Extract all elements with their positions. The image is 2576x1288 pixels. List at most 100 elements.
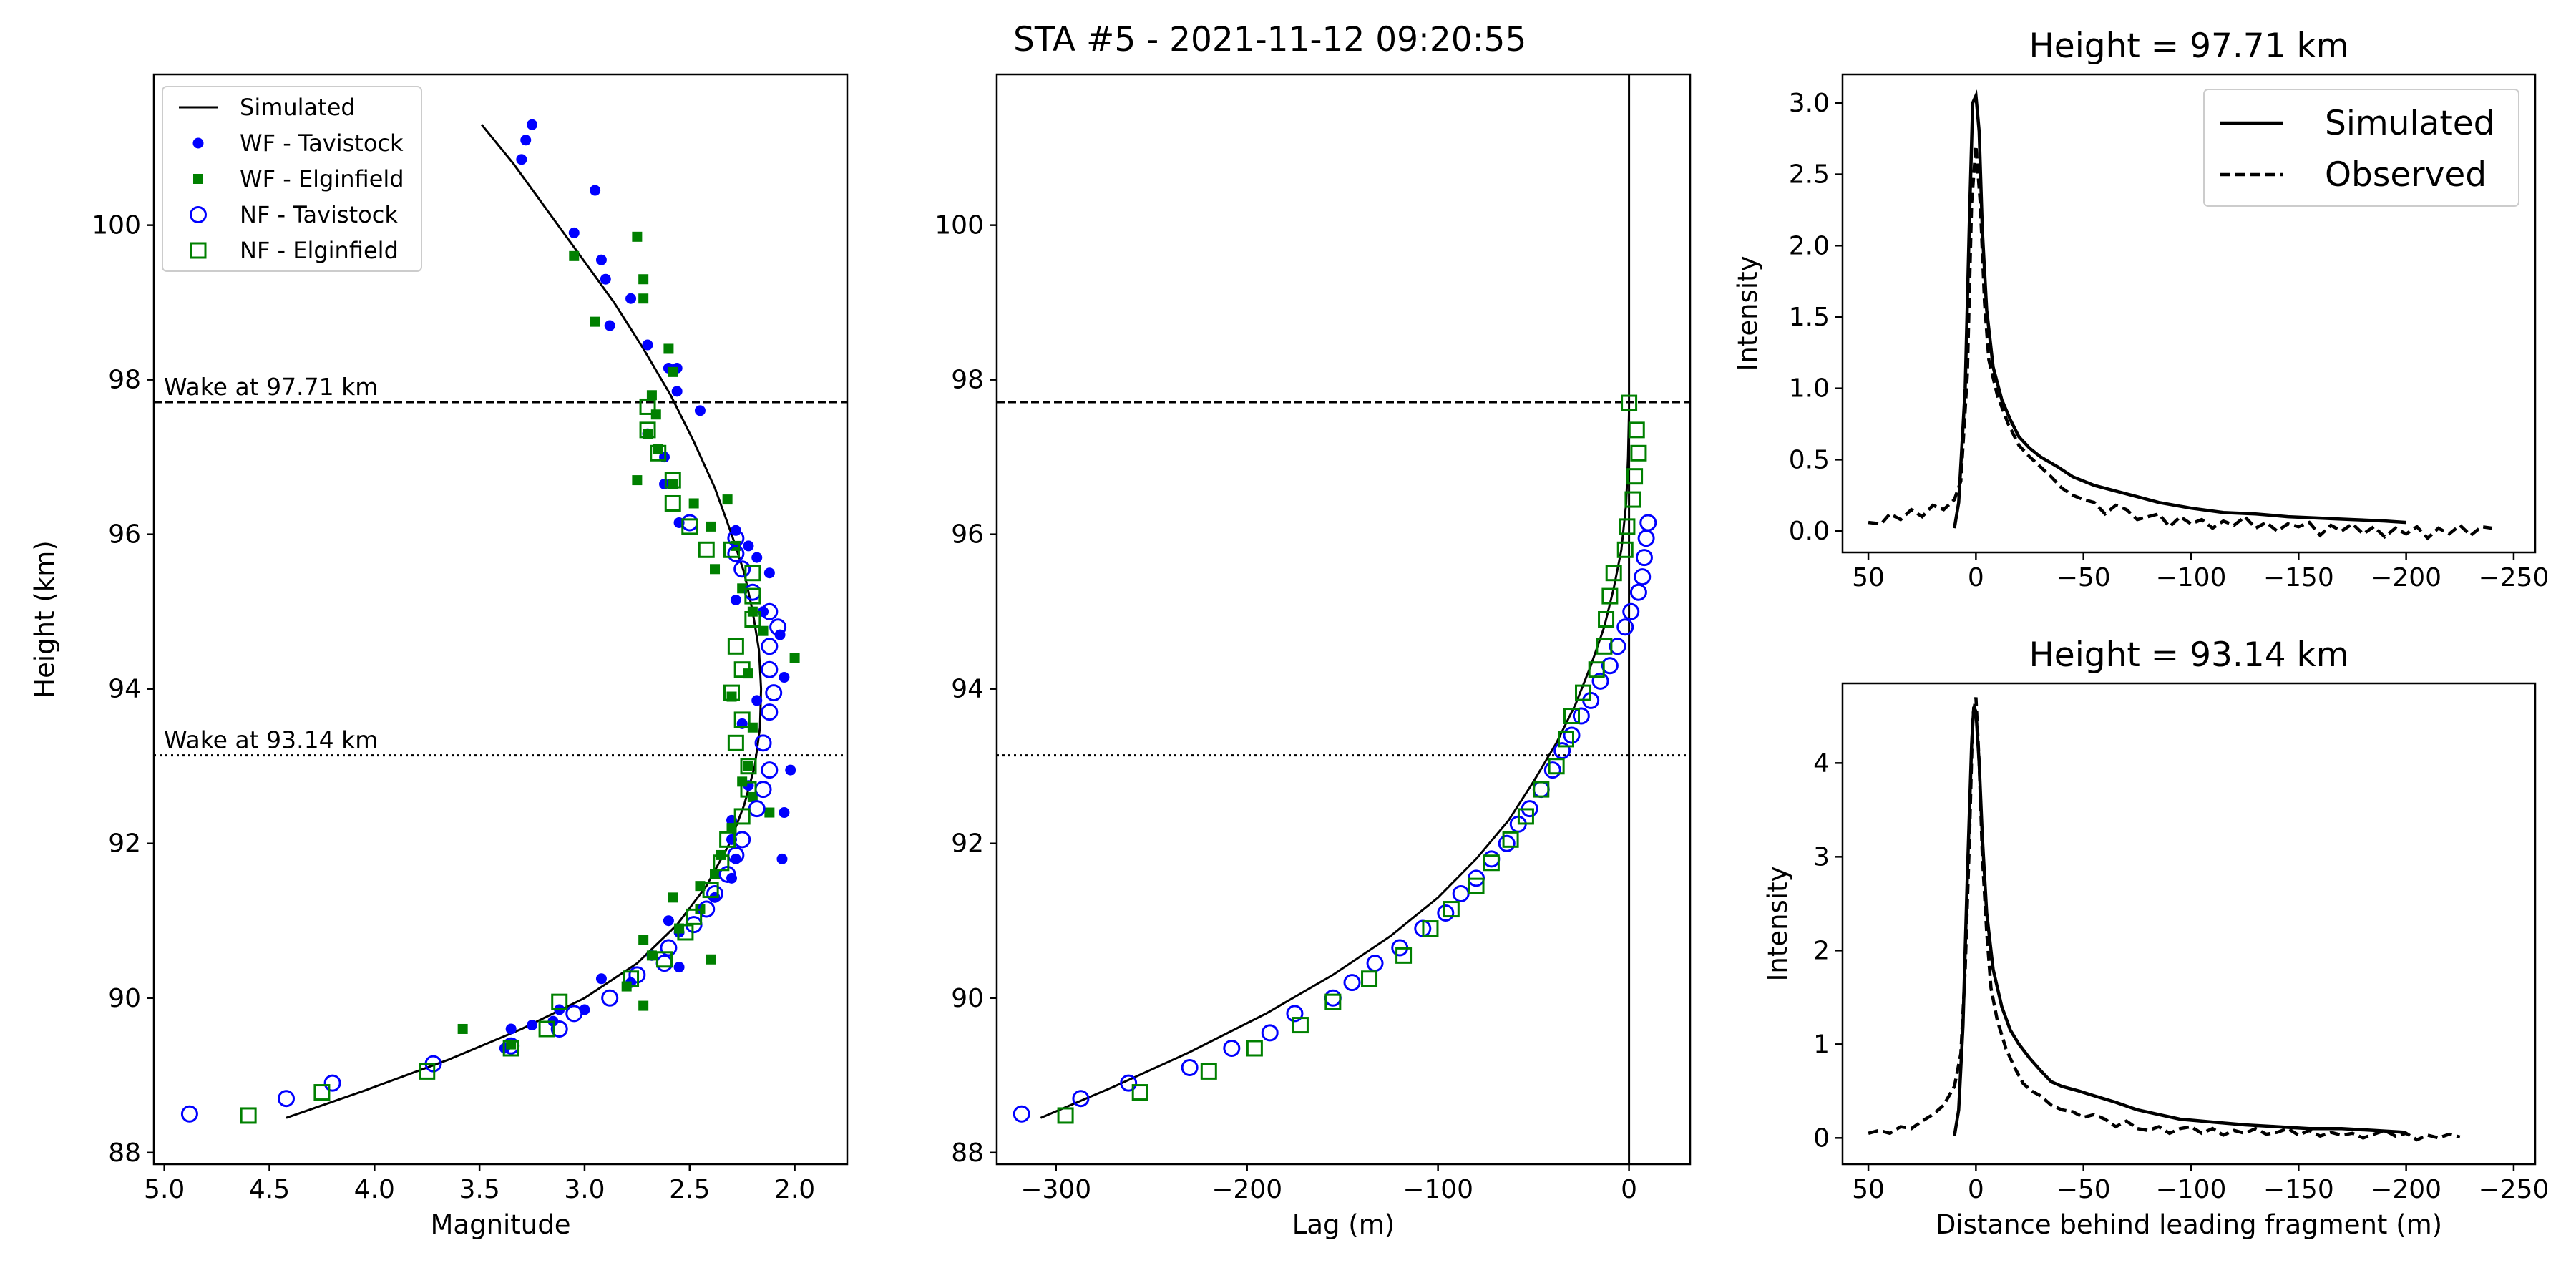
series-nf-tavistock-point <box>1639 514 1657 532</box>
series-nf-elginfield-point <box>727 638 744 655</box>
series-nf-tavistock-point <box>1483 850 1501 868</box>
x-tick-label: −300 <box>1020 1175 1091 1204</box>
x-tick-label: −200 <box>1211 1175 1282 1204</box>
series-wf-tavistock-point <box>785 764 796 776</box>
series-nf-elginfield-point <box>1533 781 1550 798</box>
panel-wake-bottom: 50 0 −50 −100 −150 −200 −250 0 1 2 3 4 Distance behi… <box>1762 635 2549 1240</box>
series-nf-elginfield-point <box>1624 491 1641 508</box>
chart-layer: Wake at 97.71 km Wake at 93.14 km 5.0 4.5 4.… <box>29 26 2549 1240</box>
series-wf-elginfield-point <box>646 950 657 961</box>
series-nf-elginfield-point <box>1598 611 1615 628</box>
series-nf-elginfield-point <box>1616 541 1634 558</box>
series-wf-elginfield-point <box>632 475 643 486</box>
series-nf-tavistock-point <box>1286 1005 1304 1023</box>
x-tick-label: −50 <box>2057 563 2111 592</box>
series-simulated-line <box>286 124 763 1119</box>
x-tick-label: 2.0 <box>774 1175 815 1204</box>
data-area <box>997 74 1690 1164</box>
series-nf-elginfield-point <box>538 1020 555 1038</box>
legend-box <box>2203 89 2519 207</box>
series-wf-tavistock-point <box>604 320 615 331</box>
series-nf-elginfield-point <box>733 661 751 678</box>
legend-entry-label: Simulated <box>2325 104 2495 143</box>
series-nf-elginfield-point <box>1131 1084 1148 1101</box>
series-nf-tavistock-point <box>1629 583 1647 601</box>
series-wf-elginfield-point <box>688 498 699 509</box>
series-wf-elginfield-point <box>706 521 716 532</box>
wake-line-label: Wake at 97.71 km <box>164 373 378 401</box>
series-nf-elginfield-point <box>1468 877 1485 894</box>
series-wf-elginfield-point <box>743 761 753 771</box>
series-wf-elginfield-point <box>646 390 657 401</box>
series-wf-elginfield-point <box>668 892 678 903</box>
x-tick-label: 0 <box>1968 563 1984 592</box>
y-tick-label: 94 <box>108 675 141 704</box>
y-axis-label: Intensity <box>1762 866 1793 981</box>
series-observed-line <box>1868 145 2493 541</box>
panel-magnitude: Wake at 97.71 km Wake at 93.14 km 5.0 4.5 4.… <box>29 73 849 1240</box>
series-nf-elginfield-point <box>681 518 698 535</box>
series-wf-tavistock-point <box>595 254 607 265</box>
series-nf-elginfield-point <box>1619 518 1636 535</box>
y-tick-label: 94 <box>951 675 984 704</box>
y-tick-label: 0.0 <box>1789 517 1830 546</box>
series-nf-elginfield-point <box>656 951 673 968</box>
y-tick-label: 2.5 <box>1789 160 1830 190</box>
series-nf-tavistock-point <box>1437 904 1455 922</box>
series-nf-tavistock-point <box>769 618 787 636</box>
series-nf-tavistock-point <box>1635 549 1653 567</box>
series-wf-tavistock-point <box>663 915 674 927</box>
x-tick-label: 2.5 <box>669 1175 710 1204</box>
y-tick-label: 100 <box>935 211 984 240</box>
series-nf-tavistock-point <box>706 884 724 902</box>
series-nf-elginfield-point <box>698 541 715 558</box>
series-nf-tavistock-point <box>277 1090 295 1108</box>
series-nf-elginfield-point <box>723 684 740 701</box>
x-tick-label: −50 <box>2057 1175 2111 1204</box>
series-wf-tavistock-point <box>625 293 637 304</box>
series-wf-tavistock-point <box>694 405 706 416</box>
x-tick-label: 50 <box>1852 563 1885 592</box>
y-axis-label: Height (km) <box>29 540 60 698</box>
x-tick-label: 5.0 <box>144 1175 185 1204</box>
y-tick-label: 96 <box>951 520 984 550</box>
series-wf-elginfield-point <box>632 231 643 242</box>
x-tick-label: −150 <box>2263 1175 2334 1204</box>
data-area <box>1868 89 2493 541</box>
series-nf-elginfield-point <box>240 1107 257 1124</box>
figure-suptitle: STA #5 - 2021-11-12 09:20:55 <box>1013 20 1526 59</box>
axes-frame <box>152 73 849 1166</box>
series-nf-elginfield-point <box>650 444 667 462</box>
x-tick-label: −100 <box>2156 563 2227 592</box>
series-wf-tavistock-point <box>520 135 532 146</box>
y-tick-label: 90 <box>951 984 984 1013</box>
series-nf-elginfield-point <box>664 494 681 512</box>
series-nf-tavistock-point <box>1343 974 1361 992</box>
series-nf-elginfield-point <box>733 808 751 825</box>
y-tick-label: 1.5 <box>1789 303 1830 332</box>
y-tick-label: 1 <box>1813 1030 1830 1059</box>
series-wf-tavistock-point <box>776 853 788 864</box>
series-nf-tavistock-point <box>765 684 783 702</box>
series-nf-elginfield-point <box>313 1084 331 1101</box>
series-nf-elginfield-point <box>1557 731 1574 748</box>
series-nf-elginfield-point <box>740 758 757 775</box>
legend-entry-label: NF - Tavistock <box>240 201 398 228</box>
series-wf-tavistock-point <box>590 185 601 196</box>
series-wf-tavistock-point <box>527 119 538 130</box>
wake-line-label: Wake at 93.14 km <box>164 726 378 754</box>
y-tick-label: 98 <box>951 366 984 395</box>
series-nf-tavistock-point <box>1637 530 1655 547</box>
series-nf-tavistock-point <box>1601 657 1619 675</box>
series-nf-tavistock-point <box>1120 1074 1138 1092</box>
series-wf-elginfield-point <box>668 366 678 377</box>
panel-title: Height = 93.14 km <box>2029 635 2348 675</box>
y-tick-label: 0 <box>1813 1123 1830 1153</box>
series-wf-elginfield-point <box>638 293 649 304</box>
series-nf-tavistock-point <box>748 800 766 818</box>
y-tick-label: 92 <box>951 829 984 859</box>
axes-frame <box>1841 682 2537 1166</box>
series-nf-tavistock-point <box>733 560 751 578</box>
series-nf-elginfield-point <box>1575 684 1592 701</box>
